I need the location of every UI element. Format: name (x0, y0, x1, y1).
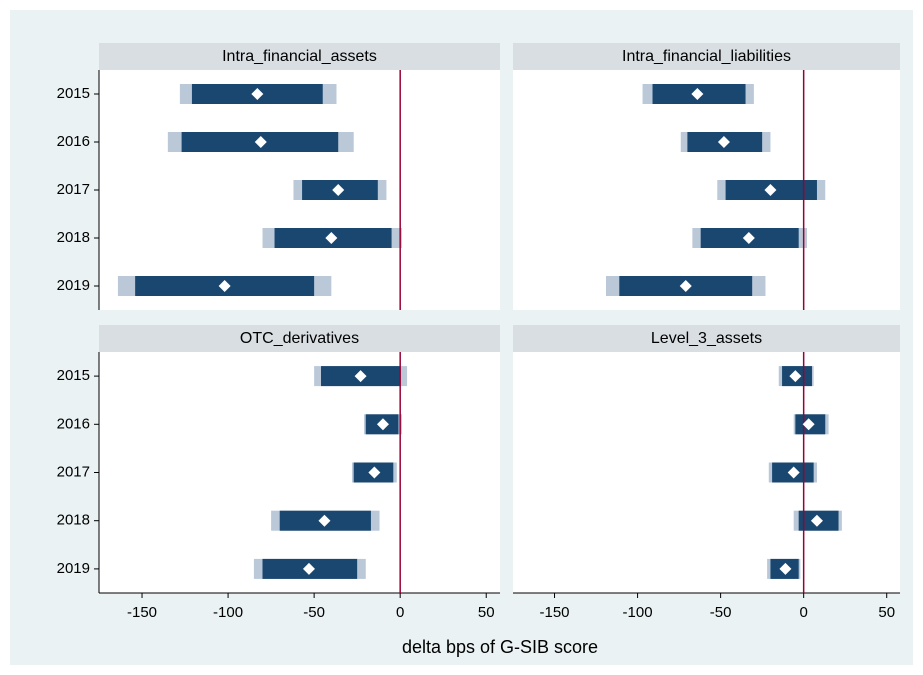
point-estimate (302, 562, 315, 575)
point-estimate (251, 88, 264, 100)
point-estimate (810, 514, 823, 527)
x-axis-title: delta bps of G-SIB score (402, 637, 598, 657)
point-estimate (764, 184, 777, 196)
x-tick-label: 50 (878, 604, 895, 621)
point-estimate (691, 88, 704, 100)
point-estimate (789, 370, 802, 383)
x-tick-label: 0 (799, 604, 807, 621)
y-tick-label: 2015 (57, 367, 90, 384)
point-estimate (325, 232, 338, 244)
panel-title: Intra_financial_assets (222, 48, 377, 65)
panel-title: Level_3_assets (651, 330, 762, 347)
y-tick-label: 2018 (57, 512, 90, 529)
x-tick-label: 50 (478, 604, 495, 621)
x-tick-label: -50 (303, 604, 325, 621)
point-estimate (318, 514, 331, 527)
point-estimate (368, 466, 381, 479)
y-tick-label: 2016 (57, 415, 90, 432)
point-estimate (332, 184, 345, 196)
plot-region (99, 352, 500, 593)
x-tick-label: -150 (540, 604, 570, 621)
point-estimate (376, 418, 389, 431)
point-estimate (802, 418, 815, 431)
panel-header (99, 325, 500, 352)
panel-header (99, 43, 500, 70)
plot-region (513, 352, 900, 593)
x-tick-label: -50 (710, 604, 732, 621)
x-tick-label: 0 (396, 604, 404, 621)
point-estimate (354, 370, 367, 383)
y-tick-label: 2017 (57, 181, 90, 198)
panel-title: OTC_derivatives (240, 330, 359, 347)
point-estimate (679, 280, 692, 292)
panel-header (513, 43, 900, 70)
x-tick-label: -150 (127, 604, 157, 621)
panel-header (513, 325, 900, 352)
y-tick-label: 2019 (57, 277, 90, 294)
y-tick-label: 2019 (57, 560, 90, 577)
plot-region (513, 70, 900, 310)
point-estimate (742, 232, 755, 244)
y-tick-label: 2017 (57, 463, 90, 480)
y-tick-label: 2018 (57, 229, 90, 246)
point-estimate (218, 280, 231, 292)
x-tick-label: -100 (213, 604, 243, 621)
point-estimate (779, 562, 792, 575)
x-tick-label: -100 (623, 604, 653, 621)
point-estimate (254, 136, 267, 148)
y-tick-label: 2016 (57, 133, 90, 150)
panel-title: Intra_financial_liabilities (622, 48, 791, 65)
y-tick-label: 2015 (57, 85, 90, 102)
point-estimate (717, 136, 730, 148)
point-estimate (787, 466, 800, 479)
